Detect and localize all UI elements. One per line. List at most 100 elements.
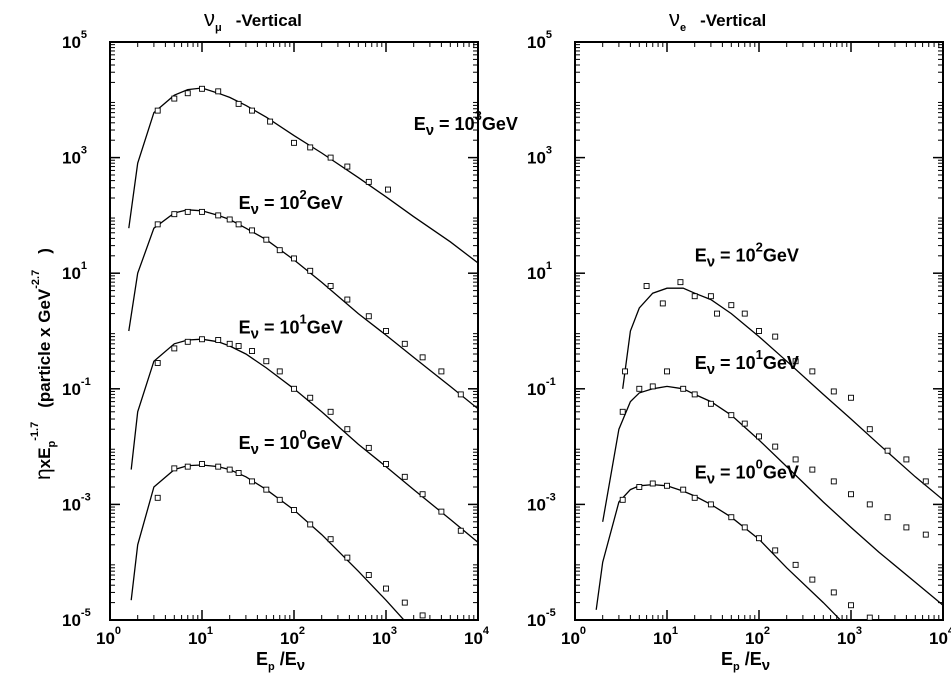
y-tick-label: 105 <box>527 29 552 52</box>
data-point <box>714 310 721 317</box>
data-point <box>365 313 372 320</box>
data-point <box>848 491 854 498</box>
x-tick-base: 10 <box>929 629 948 648</box>
data-point <box>235 470 242 476</box>
series-label: Eν = 102GeV <box>239 187 343 218</box>
panel-title-sub: μ <box>215 22 222 34</box>
series-label-prefix: E <box>695 463 707 483</box>
series-line-1 <box>128 87 478 264</box>
y-tick-base: 10 <box>62 149 81 168</box>
data-point <box>307 394 314 401</box>
data-point <box>419 354 426 361</box>
data-point <box>792 358 799 365</box>
data-point <box>848 394 854 401</box>
data-point <box>848 602 854 609</box>
data-point <box>756 433 762 440</box>
series-label-nu: ν <box>426 122 434 139</box>
data-point <box>772 547 779 554</box>
series-label-eq: = 10 <box>259 433 300 453</box>
panel-title: νμ -Vertical <box>204 6 302 34</box>
data-point <box>235 343 242 349</box>
data-point <box>215 337 222 343</box>
series-label-eq: = 10 <box>434 114 475 134</box>
data-point <box>619 408 626 415</box>
data-point <box>327 283 334 289</box>
data-point <box>728 412 735 419</box>
x-tick-label: 103 <box>372 625 397 648</box>
data-point <box>215 212 222 219</box>
series-label-exp: 2 <box>300 187 307 202</box>
series-label-exp: 0 <box>300 427 307 442</box>
x-tick-base: 10 <box>464 629 483 648</box>
y-tick-exp: -5 <box>81 607 91 619</box>
data-point <box>680 385 687 392</box>
x-tick-base: 10 <box>96 629 115 648</box>
data-point <box>707 400 714 407</box>
data-point <box>809 576 816 583</box>
x-axis-label-e: E <box>256 649 268 669</box>
series-label: Eν = 101GeV <box>695 347 799 378</box>
data-point <box>649 383 656 390</box>
data-point <box>235 221 242 228</box>
series-label: Eν = 102GeV <box>695 239 799 270</box>
series-label-unit: GeV <box>482 114 518 134</box>
data-point <box>267 118 274 125</box>
series-label-unit: GeV <box>763 463 799 483</box>
series-label-nu: ν <box>707 361 715 378</box>
data-point <box>691 494 698 501</box>
data-point <box>419 612 426 619</box>
series-label-eq: = 10 <box>715 353 756 373</box>
series-line-3 <box>130 338 478 543</box>
data-point <box>458 652 463 657</box>
y-axis-label-p: p <box>46 441 58 448</box>
data-point <box>680 486 687 493</box>
x-axis-label-p: p <box>268 661 275 673</box>
data-point <box>903 524 910 531</box>
y-tick-label: 10-3 <box>62 491 91 514</box>
data-point <box>756 535 762 542</box>
data-point <box>643 283 650 289</box>
data-point <box>199 461 205 467</box>
series-label-exp: 3 <box>475 108 482 123</box>
y-axis-label-close: ) <box>35 248 54 254</box>
data-point <box>457 527 464 534</box>
data-point <box>184 338 191 345</box>
x-tick-exp: 3 <box>856 625 862 637</box>
x-tick-label: 104 <box>929 625 951 648</box>
data-point <box>171 95 178 102</box>
series-line-2 <box>128 209 478 410</box>
panel-title-text: -Vertical <box>700 11 766 30</box>
data-point <box>249 107 256 114</box>
series-label-nu: ν <box>707 253 715 270</box>
data-point <box>184 208 191 215</box>
y-tick-exp: 3 <box>546 145 552 157</box>
y-tick-exp: -1 <box>546 376 556 388</box>
series-label-prefix: E <box>695 245 707 265</box>
x-axis-label-slash: /E <box>275 649 297 669</box>
series-label-eq: = 10 <box>259 193 300 213</box>
data-point <box>215 463 222 470</box>
data-point <box>154 221 161 228</box>
x-tick-base: 10 <box>280 629 299 648</box>
y-tick-exp: -3 <box>546 491 556 503</box>
y-tick-label: 103 <box>527 145 552 168</box>
data-point <box>154 107 161 114</box>
y-tick-base: 10 <box>527 33 546 52</box>
data-point <box>276 496 283 503</box>
x-axis-label-nu: ν <box>297 657 305 673</box>
y-tick-exp: -5 <box>546 607 556 619</box>
plot-area <box>595 279 943 620</box>
y-axis-label-units-exp: -2.7 <box>30 270 42 289</box>
x-axis-label: Ep /Eν <box>721 649 770 673</box>
series-label-exp: 1 <box>300 312 307 327</box>
y-tick-base: 10 <box>527 495 546 514</box>
y-axis-label-e: E <box>35 448 54 459</box>
data-point <box>457 391 464 398</box>
series-label-eq: = 10 <box>715 463 756 483</box>
data-point <box>707 501 714 508</box>
data-point <box>649 480 656 487</box>
x-tick-exp: 4 <box>948 625 951 637</box>
series-line-3 <box>595 483 842 620</box>
y-tick-label: 10-1 <box>527 376 556 399</box>
data-point <box>327 408 334 415</box>
